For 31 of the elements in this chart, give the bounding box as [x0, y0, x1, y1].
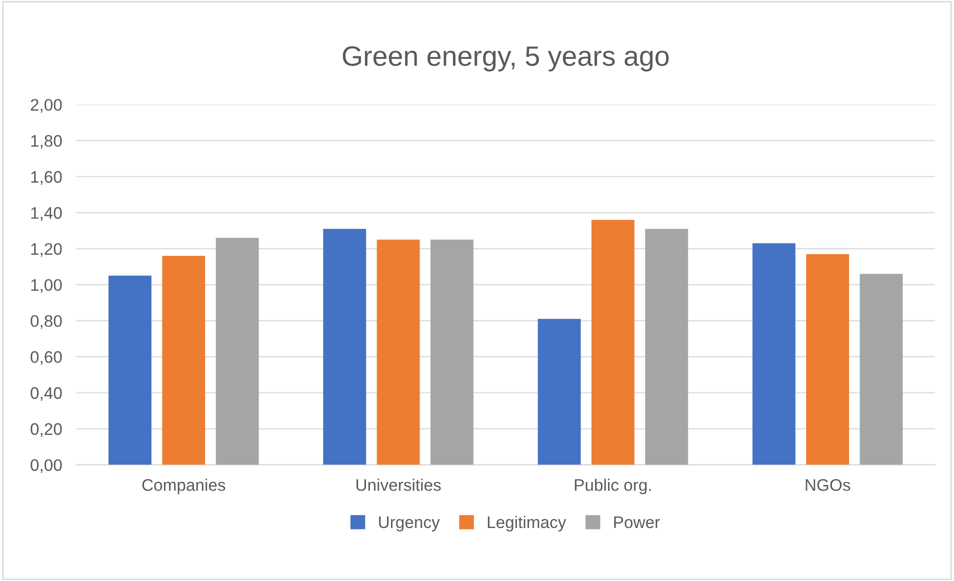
legend-label: Legitimacy — [488, 516, 566, 532]
y-tick-label: 1,20 — [31, 243, 62, 257]
y-tick-label: 0,00 — [30, 459, 62, 473]
bar — [216, 238, 259, 465]
x-tick-label: NGOs — [806, 479, 850, 491]
bar — [376, 240, 420, 465]
y-tick-label: 1,60 — [31, 171, 62, 185]
bar — [538, 318, 581, 465]
y-tick-label: 0,20 — [30, 423, 62, 437]
legend-label: Power — [614, 516, 660, 528]
bar — [430, 240, 474, 465]
x-tick-label: Companies — [142, 478, 226, 494]
y-tick-label: 0,40 — [30, 387, 62, 401]
x-tick-label: Public org. — [574, 478, 651, 494]
y-tick-label: 0,80 — [30, 315, 62, 329]
chart-title: Green energy, 5 years ago — [342, 46, 669, 72]
y-tick-label: 2,00 — [30, 98, 62, 113]
y-tick-label: 0,60 — [30, 351, 62, 365]
bar — [806, 254, 850, 465]
y-tick-label: 1,40 — [31, 207, 62, 221]
bar — [752, 243, 796, 465]
bar — [591, 220, 634, 465]
legend-label: Urgency — [379, 516, 440, 532]
bar — [108, 276, 152, 465]
bar — [162, 256, 206, 465]
bar — [323, 228, 366, 465]
bar — [860, 274, 903, 465]
bar — [645, 228, 688, 465]
y-tick-label: 1,80 — [31, 135, 62, 149]
x-tick-label: Universities — [356, 478, 441, 491]
y-tick-label: 1,00 — [31, 279, 62, 293]
